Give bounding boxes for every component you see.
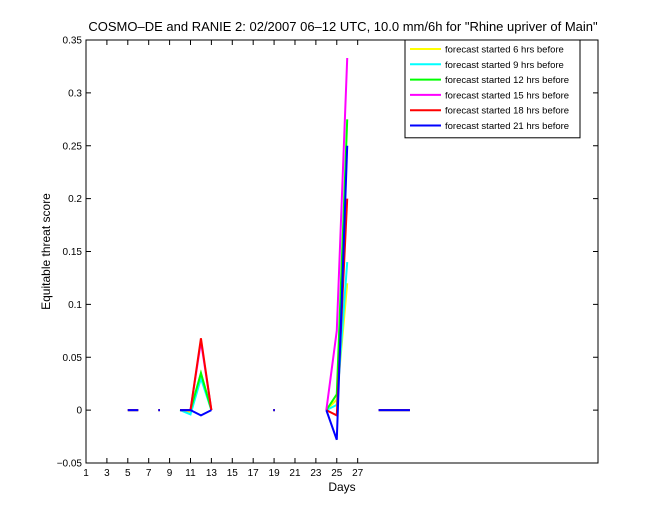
y-tick-label: 0.3 [68,88,82,99]
x-tick-label: 3 [104,468,110,479]
legend: forecast started 6 hrs before forecast st… [404,39,581,139]
legend-entry-label: forecast started 21 hrs before [445,121,569,132]
series-6 [127,145,410,441]
y-tick-label: 0.35 [63,36,83,47]
legend-entry-label: forecast started 9 hrs before [445,60,564,71]
x-tick-label: 25 [331,468,343,479]
y-tick-label: 0.1 [68,300,82,311]
series-6-segment-3 [180,409,212,417]
series-3-segment-5 [325,119,349,411]
x-axis-label: Days [328,480,355,494]
legend-box [404,39,581,139]
series-4-segment-5 [325,57,349,411]
y-tick-label: −0.05 [57,459,83,470]
x-tick-label: 21 [289,468,301,479]
axes: 1 3 5 7 9 11 13 15 17 19 21 23 25 27−0.0500.050.10.15… [57,36,599,479]
x-tick-label: 19 [269,468,281,479]
x-tick-label: 13 [206,468,218,479]
x-tick-label: 7 [146,468,152,479]
x-tick-label: 1 [83,468,89,479]
series-6-segment-5 [325,145,349,441]
y-tick-label: 0.15 [63,247,83,258]
y-tick-label: 0.25 [63,141,83,152]
x-tick-label: 11 [185,468,196,479]
y-tick-label: 0 [76,406,82,417]
y-tick-label: 0.2 [68,194,82,205]
chart-title: COSMO–DE and RANIE 2: 02/2007 06–12 UTC,… [88,19,598,34]
legend-entry-label: forecast started 6 hrs before [445,45,564,56]
x-tick-label: 5 [125,468,131,479]
x-tick-label: 23 [310,468,322,479]
legend-entry-label: forecast started 15 hrs before [445,90,569,101]
x-tick-label: 9 [167,468,173,479]
x-tick-label: 27 [352,468,364,479]
y-axis-label: Equitable threat score [39,193,53,310]
y-tick-label: 0.05 [63,353,83,364]
x-tick-label: 17 [248,468,260,479]
x-tick-label: 15 [227,468,239,479]
legend-entry-label: forecast started 18 hrs before [445,106,569,117]
series-lines [127,57,410,441]
legend-entry-label: forecast started 12 hrs before [445,75,569,86]
